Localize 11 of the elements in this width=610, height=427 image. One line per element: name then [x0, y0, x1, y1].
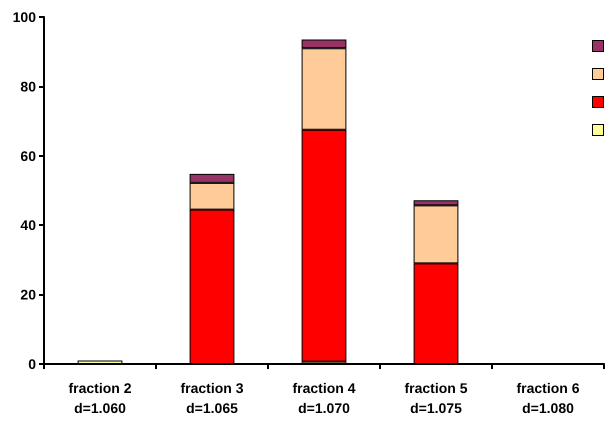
y-tick-label: 0	[28, 356, 36, 372]
x-tick-label: fraction 6 d=1.080	[516, 380, 580, 416]
x-tick-label: fraction 5 d=1.075	[404, 380, 468, 416]
y-tick-label: 80	[20, 78, 36, 94]
y-tick-label: 20	[20, 286, 36, 303]
x-tick-label: fraction 2 d=1.060	[68, 380, 132, 416]
y-tick-label: 40	[20, 217, 36, 234]
y-tick-label: 60	[20, 148, 36, 164]
x-tick-label: fraction 3 d=1.065	[180, 380, 244, 416]
x-tick-label: fraction 4 d=1.070	[292, 380, 356, 416]
y-tick-label: 100	[12, 9, 36, 25]
